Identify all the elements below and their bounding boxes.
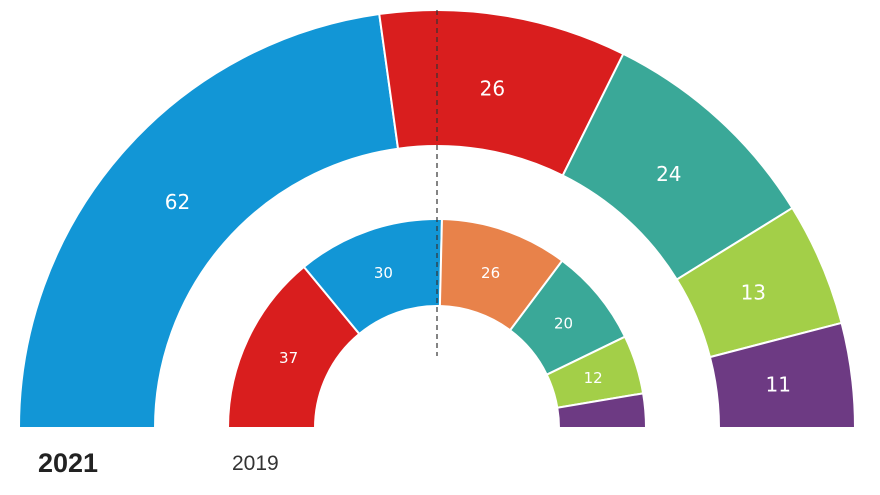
year-2021-label: 2021	[38, 448, 99, 478]
seat-label-2019-4: 12	[584, 369, 603, 387]
seat-label-2021-3: 13	[741, 281, 766, 305]
seat-label-2021-4: 11	[765, 372, 790, 396]
seat-label-2019-2: 26	[481, 264, 500, 282]
seat-labels: 62 26 24 13 11 37 30 26 20 12	[165, 77, 791, 397]
seat-label-2019-3: 20	[554, 315, 573, 333]
seat-label-2019-1: 30	[374, 264, 393, 282]
seat-label-2021-1: 26	[480, 77, 505, 101]
seat-label-2021-0: 62	[165, 190, 190, 214]
segment-2021-0	[17, 12, 400, 429]
seat-label-2021-2: 24	[656, 162, 681, 186]
ring-2021	[17, 9, 857, 429]
segment-2021-4	[708, 321, 857, 429]
year-2019-label: 2019	[232, 452, 279, 475]
segment-2019-5	[556, 392, 648, 429]
seat-label-2019-0: 37	[279, 349, 298, 367]
ring-2019	[226, 218, 648, 429]
